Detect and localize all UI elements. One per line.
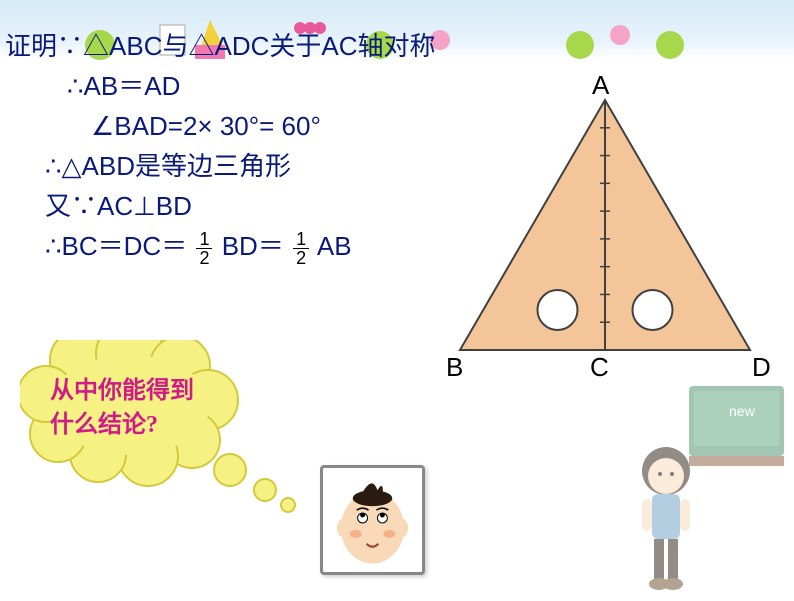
proof-line4: ∴△ABD是等边三角形 [45,151,291,181]
svg-text:new: new [729,403,756,419]
proof-line3: ∠BAD=2× 30°= 60° [91,111,321,141]
fraction-2: 12 [293,230,309,267]
fraction-1: 12 [196,230,212,267]
proof-line6a: ∴BC＝DC＝ [45,231,187,261]
bubble-line1: 从中你能得到 [50,374,194,408]
girl-illustration: new [594,356,794,596]
cartoon-face [320,465,425,575]
vertex-label-b: B [446,352,463,383]
proof-line5: 又∵AC⊥BD [45,191,192,221]
proof-line6b: BD＝ [222,231,284,261]
proof-block: 证明∵△ABC与△ADC关于AC轴对称 ∴AB＝AD ∠BAD=2× 30°= … [5,26,436,267]
proof-line2: ∴AB＝AD [67,71,180,101]
vertex-label-a: A [592,70,609,101]
triangle-diagram [430,70,780,390]
bubble-line2: 什么结论? [50,408,194,442]
bubble-text: 从中你能得到 什么结论? [50,374,194,442]
proof-label: 证明 [5,31,57,61]
proof-line1: ∵△ABC与△ADC关于AC轴对称 [57,31,435,61]
proof-line6c: AB [317,231,352,261]
